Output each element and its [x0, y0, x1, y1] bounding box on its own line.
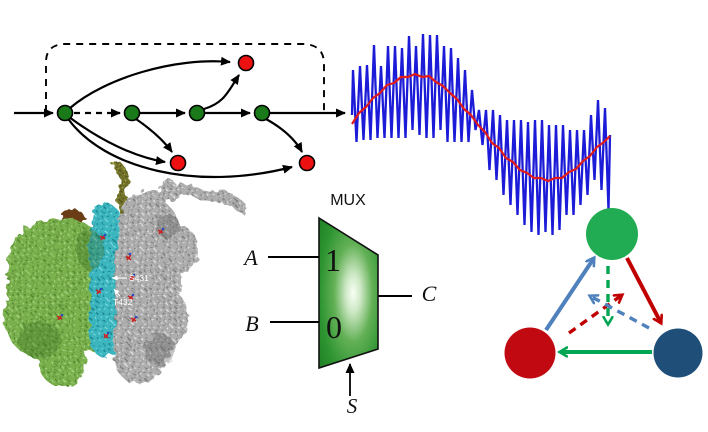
mux-title: MUX	[330, 192, 366, 209]
graph-edge-g1-red3	[68, 119, 293, 179]
protein-gray-arm	[126, 183, 248, 214]
triangle-arrow-red-to-green	[544, 258, 594, 332]
graph-node-red-left	[169, 154, 187, 172]
protein-annotations: S431 T432	[111, 273, 149, 307]
mux-label-c: C	[422, 281, 437, 306]
triangle-arrow-green-to-blue	[625, 257, 661, 323]
triangle-dashed-arrow-red	[568, 295, 622, 335]
mux-port-0: 0	[326, 309, 342, 345]
mux-label-a: A	[242, 245, 258, 270]
signal-raw-polyline	[350, 33, 612, 236]
triangle-node-red	[504, 327, 556, 379]
triangle-dashed-arrow-blue	[590, 296, 650, 330]
graph-node-green-2	[123, 104, 141, 122]
signal-plot	[350, 33, 612, 236]
graph-node-red-right	[298, 154, 316, 172]
signal-smoothed-polyline	[351, 72, 611, 183]
protein-label-t432: T432	[113, 297, 133, 307]
graph-feedback-loop	[45, 43, 325, 112]
graph-node-green-4	[253, 104, 271, 122]
triangle-node-green	[586, 208, 638, 260]
protein-shading	[18, 214, 180, 366]
graph-edge-g2-red2	[135, 118, 173, 153]
mux-diagram: MUX 1 0 A B C S	[242, 192, 436, 418]
triangle-node-blue	[653, 328, 703, 378]
mux-label-b: B	[245, 311, 258, 336]
protein-gray-arm-branch	[156, 180, 175, 201]
graph-edge-g4-red3	[265, 118, 303, 153]
graph-edge-g1-topred	[69, 56, 231, 109]
flow-graph	[14, 43, 346, 179]
triangle-diagram	[504, 208, 703, 379]
mux-body	[318, 216, 379, 370]
protein-structure: S431 T432	[4, 160, 248, 387]
mux-port-1: 1	[325, 242, 341, 278]
graph-node-red-top	[237, 54, 255, 72]
protein-label-s431: S431	[129, 273, 149, 283]
graph-edge-g3-topred	[203, 74, 240, 111]
graph-node-green-3	[188, 104, 206, 122]
mux-label-s: S	[347, 394, 358, 418]
ligand-sticks	[56, 227, 165, 339]
graph-edge-g1-red2	[68, 116, 166, 166]
t432-arrow	[113, 288, 121, 297]
graph-node-green-1	[56, 104, 74, 122]
